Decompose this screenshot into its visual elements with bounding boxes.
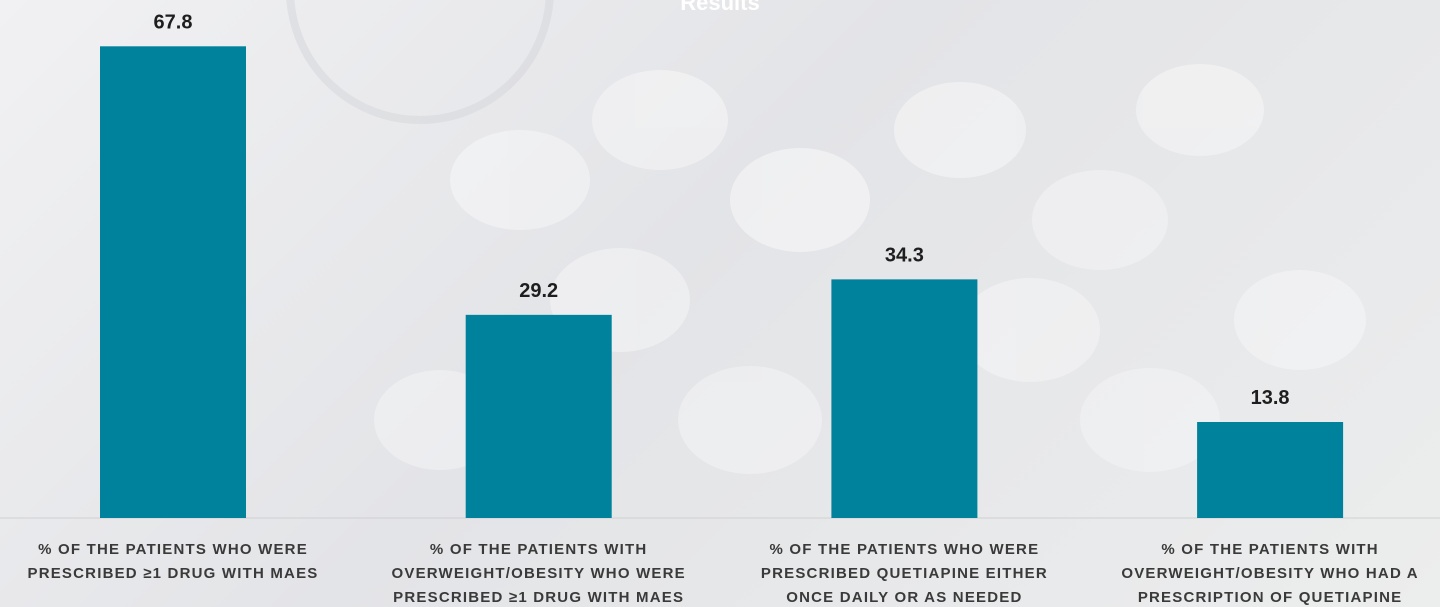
value-label: 34.3 [885, 244, 924, 266]
x-tick-label: % of the patients who were prescribed qu… [739, 538, 1069, 607]
chart: Results 67.8 29.2 34.3 13.8 [0, 0, 1440, 607]
bar [100, 46, 246, 518]
bar [466, 315, 612, 518]
value-label: 13.8 [1251, 387, 1290, 409]
value-label: 67.8 [154, 11, 193, 33]
value-label: 29.2 [519, 280, 558, 302]
bar [1197, 422, 1343, 518]
slide: Results 67.8 29.2 34.3 13.8 % of the patien… [0, 0, 1440, 607]
x-tick-label: % of the patients with overweight/obesit… [374, 538, 704, 607]
background-pills [290, 0, 1366, 474]
bar [831, 279, 977, 518]
x-tick-label: % of the patients with overweight/obesit… [1105, 538, 1435, 607]
chart-title: Results [680, 0, 759, 15]
x-tick-label: % of the patients who were prescribed ≥1… [8, 538, 338, 586]
